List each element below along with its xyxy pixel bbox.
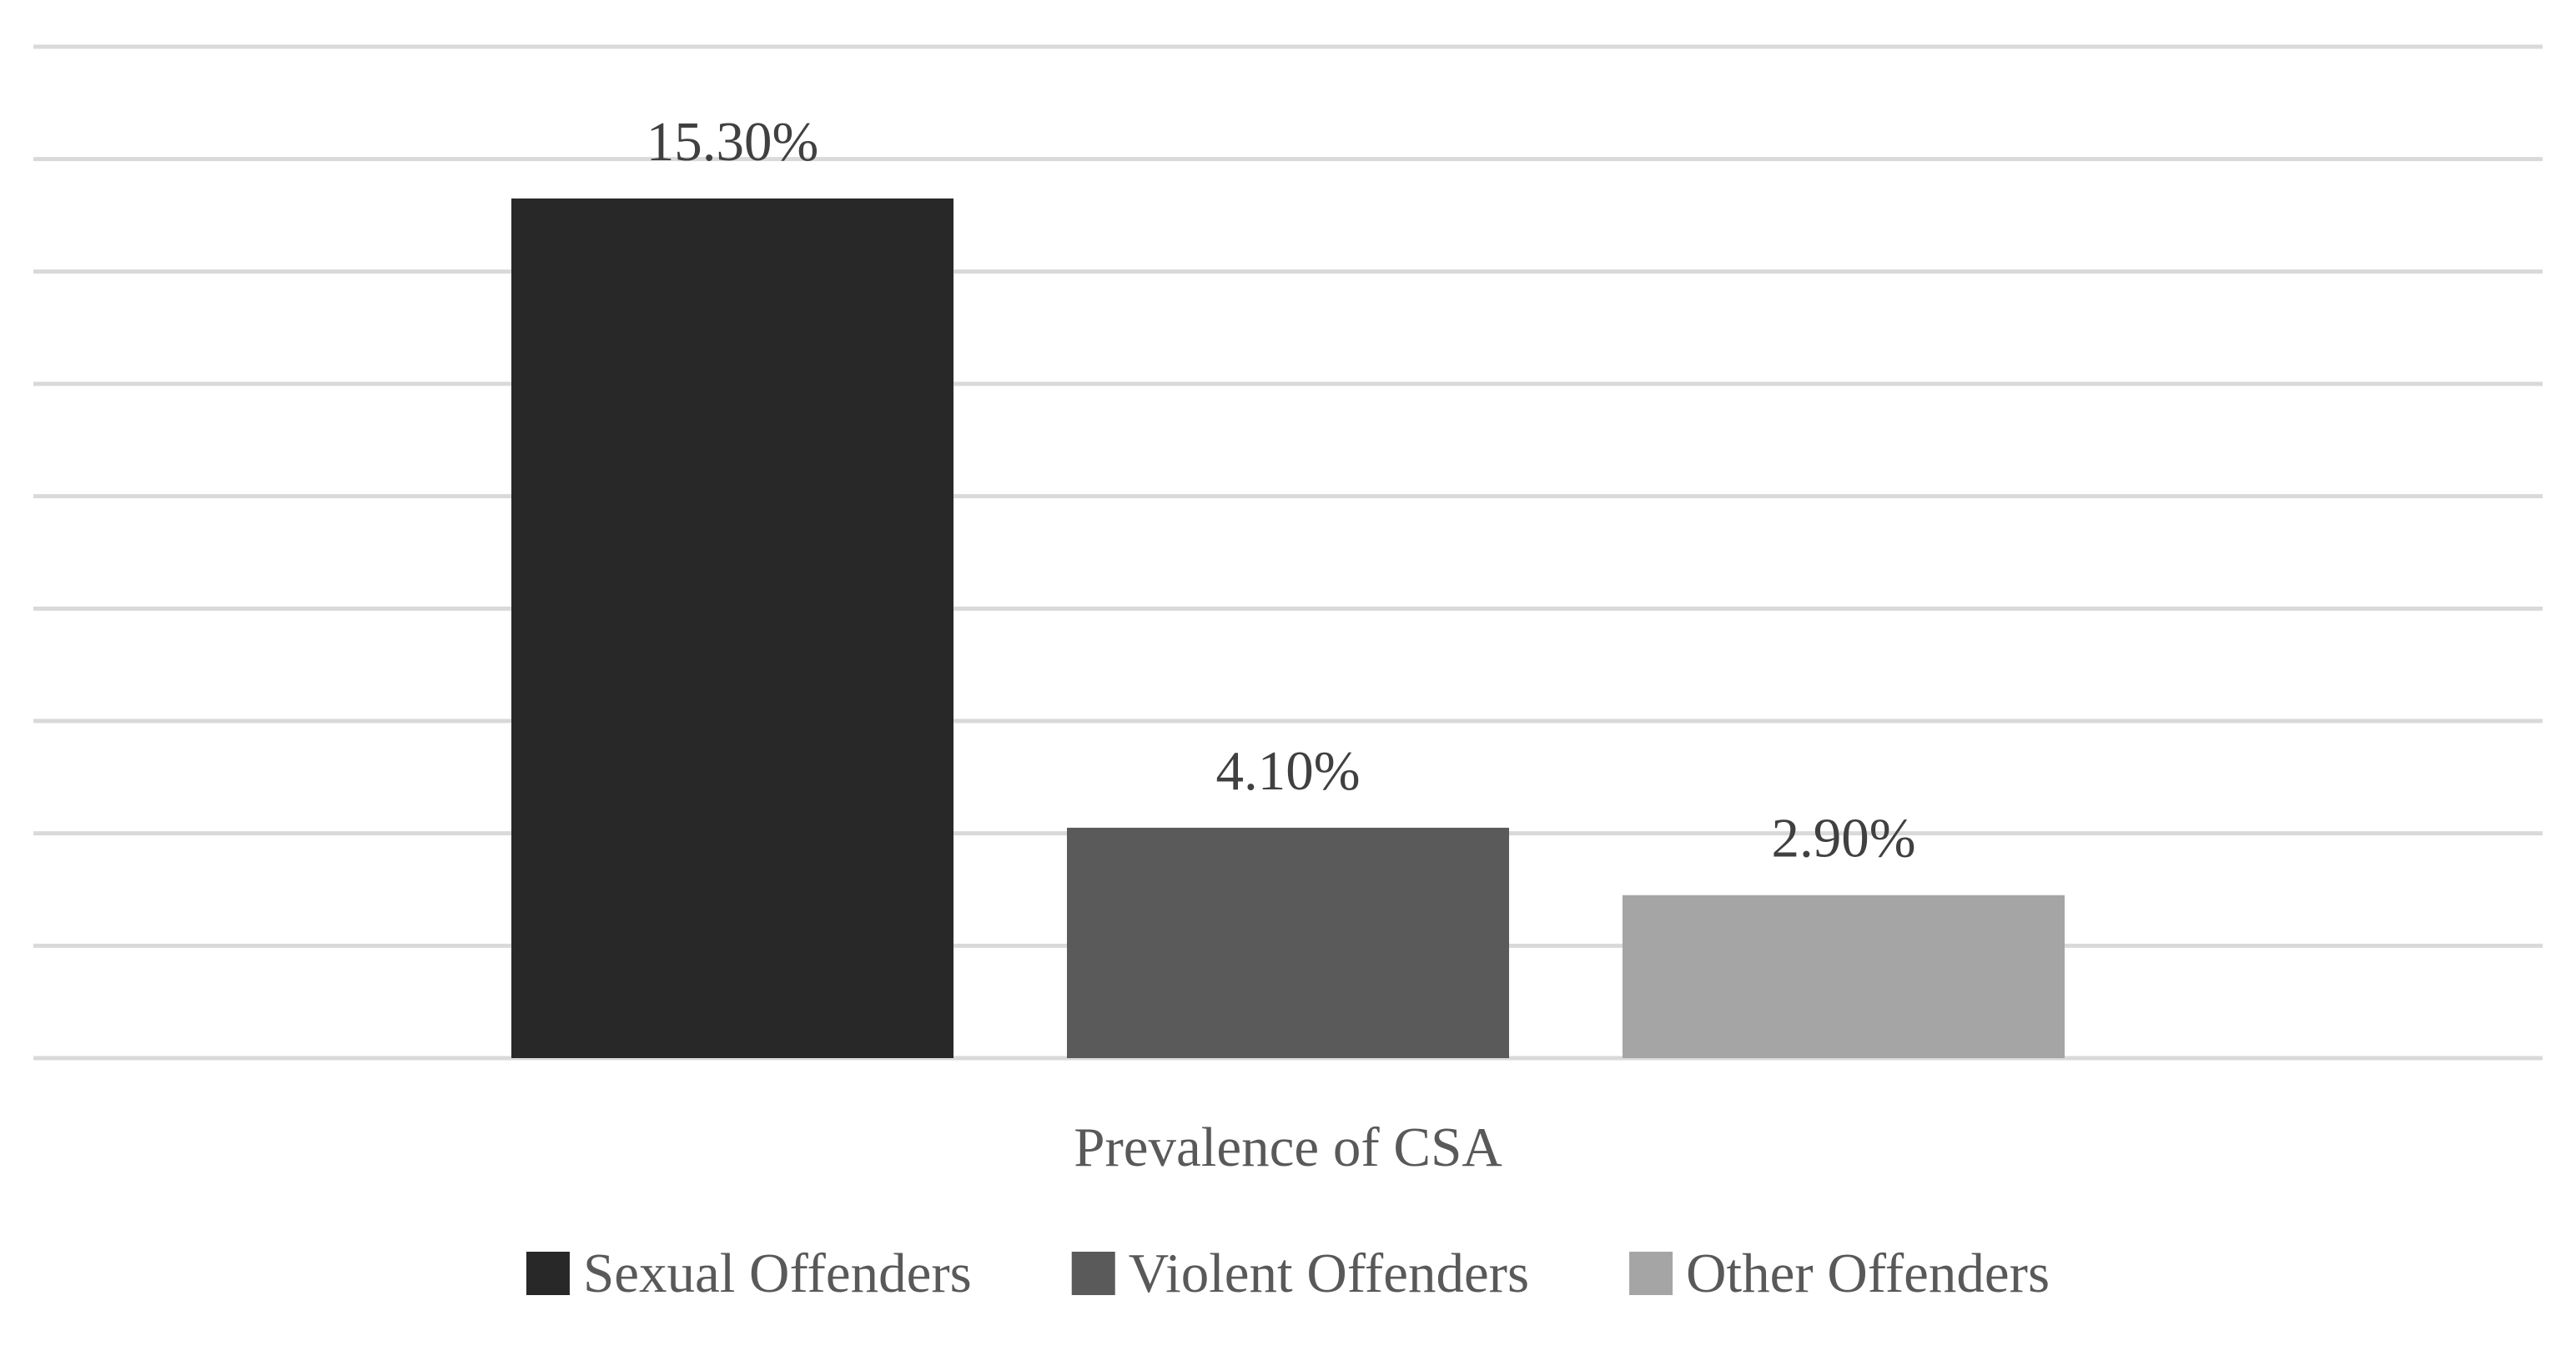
data-label-sexual-offenders: 15.30% (647, 111, 819, 173)
legend-swatch (1629, 1252, 1673, 1295)
legend: Sexual Offenders Violent Offenders Other O… (526, 1243, 2050, 1304)
legend-swatch (1071, 1252, 1115, 1295)
bar-violent-offenders (1067, 827, 1509, 1058)
x-axis-category-label: Prevalence of CSA (1074, 1117, 1502, 1178)
legend-item-other-offenders: Other Offenders (1629, 1243, 2050, 1304)
data-label-other-offenders: 2.90% (1771, 808, 1915, 870)
bar-other-offenders (1623, 895, 2065, 1058)
legend-item-sexual-offenders: Sexual Offenders (526, 1243, 972, 1304)
legend-label: Other Offenders (1686, 1243, 2050, 1304)
legend-swatch (526, 1252, 570, 1295)
bars (511, 198, 2065, 1058)
legend-item-violent-offenders: Violent Offenders (1071, 1243, 1529, 1304)
legend-label: Violent Offenders (1129, 1243, 1529, 1304)
data-label-violent-offenders: 4.10% (1215, 740, 1360, 802)
bar-sexual-offenders (511, 198, 953, 1058)
legend-label: Sexual Offenders (583, 1243, 972, 1304)
data-labels: 15.30% 4.10% 2.90% (647, 111, 1916, 870)
gridlines (33, 44, 2543, 1061)
